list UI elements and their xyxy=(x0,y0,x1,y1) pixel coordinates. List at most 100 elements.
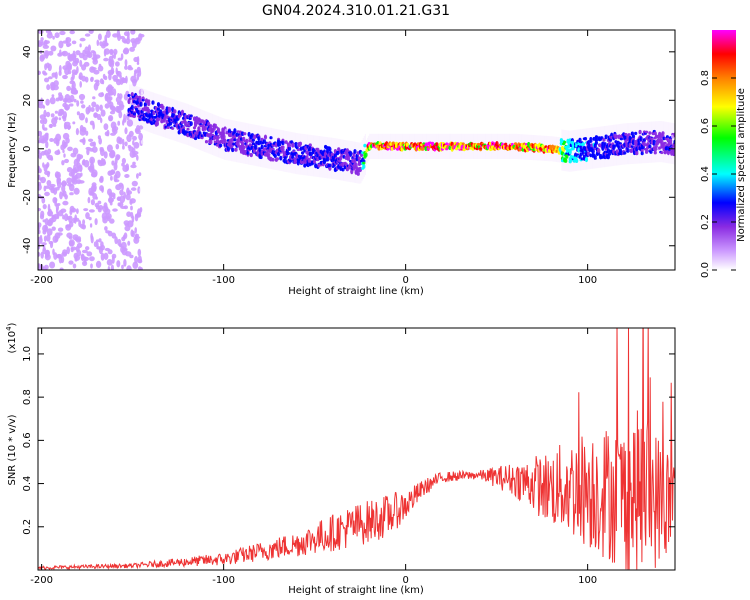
heatmap-speckle xyxy=(112,33,119,38)
heatmap-speckle xyxy=(140,92,144,98)
heatmap-ridge-cell xyxy=(431,141,435,147)
heatmap-speckle xyxy=(70,76,74,82)
heatmap-halo xyxy=(179,101,181,143)
heatmap-speckle xyxy=(97,200,102,205)
heatmap-speckle xyxy=(114,157,118,165)
heatmap-speckle xyxy=(76,208,79,215)
heatmap-halo xyxy=(248,123,249,165)
heatmap-halo xyxy=(288,131,290,173)
colorbar-gradient xyxy=(712,30,736,270)
heatmap-ridge-cell xyxy=(597,148,601,153)
heatmap-speckle xyxy=(45,98,50,106)
heatmap-ridge-cell xyxy=(619,137,624,141)
heatmap-halo xyxy=(572,130,574,172)
heatmap-speckle xyxy=(180,182,187,188)
heatmap-ridge-cell xyxy=(173,109,177,114)
heatmap-halo xyxy=(256,125,258,167)
heatmap-speckle xyxy=(90,159,93,166)
heatmap-speckle xyxy=(133,236,141,239)
heatmap-speckle xyxy=(113,88,117,97)
heatmap-speckle xyxy=(140,66,146,73)
heatmap-speckle xyxy=(182,30,186,36)
heatmap-halo xyxy=(597,126,599,169)
heatmap-speckle xyxy=(46,32,53,39)
y-tick-label: -40 xyxy=(22,238,33,254)
heatmap-speckle xyxy=(40,37,44,41)
heatmap-speckle xyxy=(143,211,147,217)
spectrogram-y-ticks: -40 -20 0 20 40 xyxy=(22,45,675,254)
heatmap-speckle xyxy=(77,154,84,160)
heatmap-speckle xyxy=(41,242,47,246)
colorbar-label: Normalized spectral amplitude xyxy=(736,88,747,242)
heatmap-speckle xyxy=(46,234,51,242)
heatmap-speckle xyxy=(141,226,145,231)
heatmap-halo xyxy=(148,90,150,133)
heatmap-ridge-cell xyxy=(223,138,227,144)
heatmap-speckle xyxy=(100,117,103,124)
heatmap-ridge-cell xyxy=(581,142,585,147)
heatmap-speckle xyxy=(129,46,136,52)
heatmap-halo xyxy=(171,98,173,140)
heatmap-halo xyxy=(564,130,566,172)
heatmap-speckle xyxy=(130,205,133,211)
heatmap-ridge-cell xyxy=(639,136,643,142)
heatmap-speckle xyxy=(145,36,152,44)
heatmap-speckle xyxy=(61,251,68,257)
heatmap-speckle xyxy=(112,74,118,81)
heatmap-halo xyxy=(344,139,346,182)
heatmap-speckle xyxy=(152,148,158,153)
heatmap-speckle xyxy=(105,230,111,234)
heatmap-ridge-cell xyxy=(281,140,285,146)
heatmap-halo xyxy=(574,129,576,172)
heatmap-speckle xyxy=(117,196,121,201)
heatmap-halo xyxy=(403,133,405,159)
heatmap-speckle xyxy=(121,183,124,191)
heatmap-speckle xyxy=(40,97,43,105)
heatmap-halo xyxy=(215,115,217,157)
heatmap-speckle xyxy=(140,139,147,145)
heatmap-speckle xyxy=(127,190,132,195)
heatmap-speckle xyxy=(115,143,120,150)
heatmap-halo xyxy=(655,121,657,163)
heatmap-ridge-cell xyxy=(583,137,588,141)
heatmap-speckle xyxy=(103,123,109,131)
heatmap-ridge-cell xyxy=(127,94,131,97)
heatmap-ridge-cell xyxy=(286,151,290,155)
heatmap-speckle xyxy=(114,236,118,245)
heatmap-speckle xyxy=(38,30,44,34)
heatmap-speckle xyxy=(174,265,180,270)
heatmap-halo xyxy=(514,133,516,159)
heatmap-ridge-cell xyxy=(582,154,587,158)
heatmap-halo xyxy=(132,84,134,126)
heatmap-speckle xyxy=(116,260,121,268)
heatmap-speckle xyxy=(53,213,59,220)
heatmap-halo xyxy=(182,102,184,144)
heatmap-ridge-cell xyxy=(648,144,652,149)
heatmap-speckle xyxy=(112,194,116,200)
heatmap-ridge-cell xyxy=(669,140,673,146)
heatmap-halo xyxy=(538,135,540,161)
heatmap-speckle xyxy=(71,178,78,185)
heatmap-speckle xyxy=(114,179,120,183)
heatmap-speckle xyxy=(85,130,89,136)
heatmap-ridge-cell xyxy=(275,157,280,161)
heatmap-ridge-cell xyxy=(600,136,604,140)
heatmap-speckle xyxy=(60,208,67,213)
heatmap-speckle xyxy=(189,179,193,183)
heatmap-halo xyxy=(266,127,268,169)
heatmap-speckle xyxy=(74,174,78,179)
heatmap-halo xyxy=(274,128,276,170)
heatmap-ridge-cell xyxy=(147,108,151,112)
heatmap-speckle xyxy=(62,191,65,196)
heatmap-speckle xyxy=(155,64,159,71)
heatmap-speckle xyxy=(54,197,58,203)
heatmap-speckle xyxy=(103,158,106,165)
heatmap-speckle xyxy=(47,210,54,217)
colorbar-tick-label: 0.6 xyxy=(700,118,711,134)
heatmap-speckle xyxy=(52,123,57,127)
heatmap-ridge-cell xyxy=(326,157,330,162)
heatmap-speckle xyxy=(76,111,80,116)
x-tick-label: -100 xyxy=(212,575,235,586)
heatmap-speckle xyxy=(90,235,94,244)
